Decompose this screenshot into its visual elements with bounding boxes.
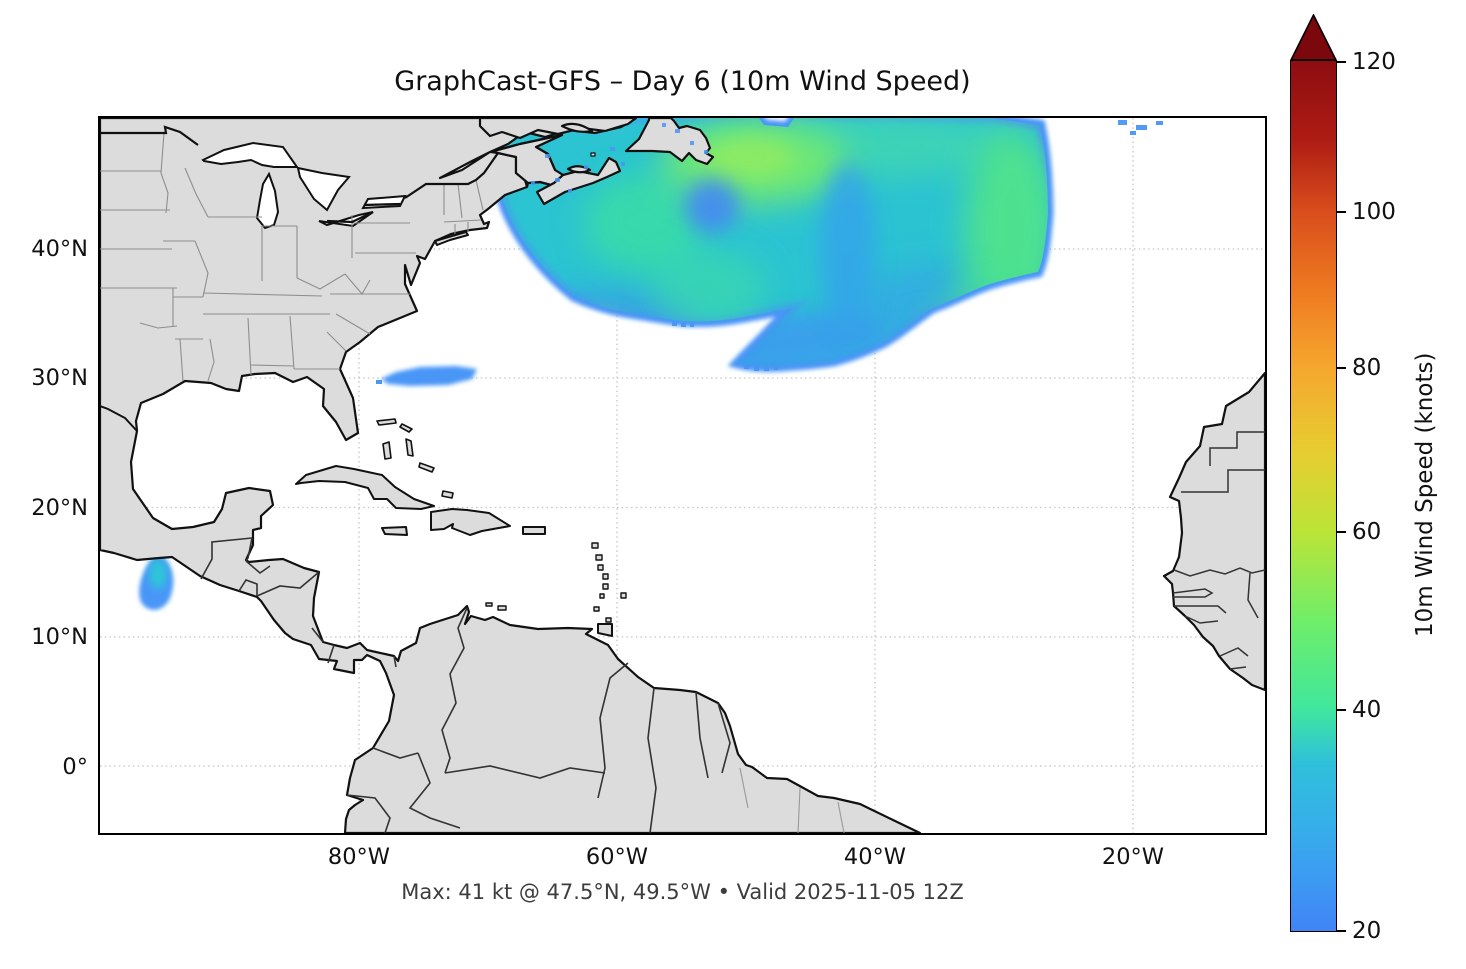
africa-borders (1172, 431, 1266, 670)
x-tick-60w: 60°W (585, 844, 649, 870)
africa (1162, 371, 1267, 692)
us-state-borders (100, 132, 484, 382)
lake-superior (201, 141, 299, 168)
land (98, 116, 1267, 835)
americas-mainland (98, 116, 922, 835)
colorbar-label-80: 80 (1352, 355, 1382, 381)
colorbar-label-60: 60 (1352, 519, 1382, 545)
colorbar-tick (1337, 531, 1346, 533)
islands (295, 231, 627, 637)
country-borders (99, 125, 731, 834)
long-island (434, 231, 469, 246)
wind-field (139, 112, 1163, 610)
jamaica (381, 526, 408, 536)
y-tick-40n: 40°N (31, 236, 88, 262)
colorbar-extend-arrow (1290, 14, 1337, 61)
lake-michigan (255, 171, 280, 230)
map-canvas (98, 112, 1267, 835)
trinidad (597, 623, 613, 637)
caption: Max: 41 kt @ 47.5°N, 49.5°W • Valid 2025… (401, 880, 964, 904)
great-lakes (201, 141, 407, 230)
colorbar-label-20: 20 (1352, 918, 1382, 944)
newfoundland (624, 116, 715, 166)
colorbar-tick (1337, 367, 1346, 369)
colorbar-label-100: 100 (1352, 199, 1396, 225)
lesser-antilles (485, 542, 627, 623)
y-tick-0: 0° (62, 754, 88, 780)
colorbar-tick (1337, 61, 1346, 63)
hispaniola (430, 508, 511, 536)
colorbar-tick (1337, 211, 1346, 213)
us-canada-border (100, 125, 199, 146)
x-tick-20w: 20°W (1101, 844, 1165, 870)
maritime-canada (478, 116, 715, 206)
us-mexico-border (99, 405, 138, 432)
colorbar (1290, 60, 1337, 932)
quebec-north-shore (478, 116, 638, 140)
brazil-state-lines (739, 767, 845, 834)
page-title: GraphCast-GFS – Day 6 (10m Wind Speed) (394, 66, 971, 97)
lake-erie (318, 211, 374, 228)
lake-huron (296, 166, 351, 212)
map-svg (98, 112, 1267, 835)
x-tick-40w: 40°W (843, 844, 907, 870)
puerto-rico (522, 526, 546, 535)
cuba (295, 465, 435, 510)
x-tick-80w: 80°W (327, 844, 391, 870)
bahamas (376, 418, 454, 499)
anticosti-island (560, 122, 594, 133)
colorbar-label-40: 40 (1352, 697, 1382, 723)
coastal-wind-specks (531, 123, 708, 193)
colorbar-tick (1337, 930, 1346, 932)
y-tick-10n: 10°N (31, 624, 88, 650)
nova-scotia (535, 156, 622, 206)
wind-edge-specks (672, 120, 1163, 371)
y-tick-30n: 30°N (31, 365, 88, 391)
colorbar-axis-label: 10m Wind Speed (knots) (1412, 352, 1438, 638)
colorbar-label-120: 120 (1352, 49, 1396, 75)
wind-blob-tehuantepec (139, 554, 174, 610)
colorbar-tick (1337, 709, 1346, 711)
magdalen-island (590, 152, 596, 157)
wind-blob-bermuda (381, 366, 477, 386)
y-tick-20n: 20°N (31, 495, 88, 521)
